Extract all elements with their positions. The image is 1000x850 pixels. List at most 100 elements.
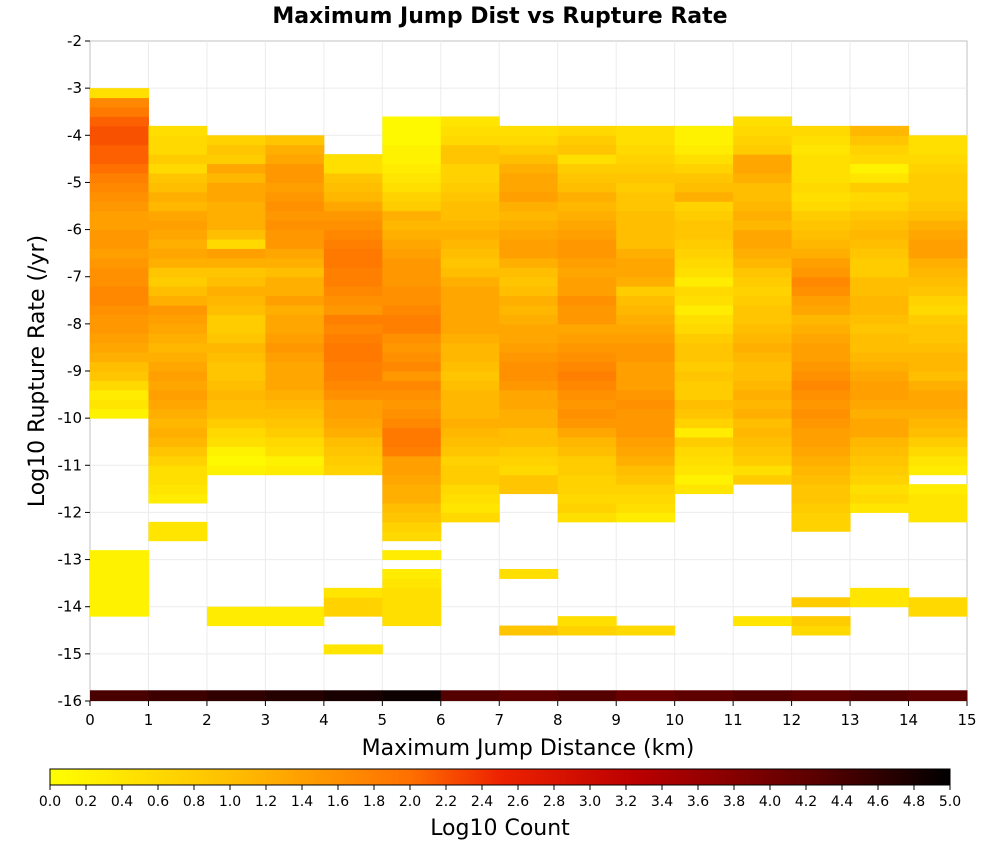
heatmap-cell	[733, 220, 793, 231]
heatmap-cell	[440, 342, 500, 353]
heatmap-cell	[323, 446, 383, 457]
heatmap-cell	[440, 295, 500, 306]
heatmap-cell	[557, 276, 617, 287]
heatmap-cell	[148, 276, 208, 287]
heatmap-cell	[323, 352, 383, 363]
heatmap-cell	[148, 257, 208, 268]
heatmap-cell	[557, 220, 617, 231]
heatmap-cell	[440, 323, 500, 334]
heatmap-cell	[616, 399, 676, 410]
heatmap-cell	[382, 465, 442, 476]
heatmap-cell	[557, 267, 617, 278]
heatmap-cell	[440, 305, 500, 315]
heatmap-cell	[791, 690, 851, 701]
heatmap-cell	[265, 229, 325, 240]
heatmap-cell	[206, 305, 266, 315]
heatmap-cell	[733, 474, 793, 485]
heatmap-cell	[206, 248, 266, 259]
heatmap-cell	[791, 276, 851, 287]
heatmap-cell	[557, 323, 617, 334]
heatmap-cell	[148, 474, 208, 485]
heatmap-cell	[733, 446, 793, 457]
colorbar-tick-label: 1.2	[255, 794, 277, 810]
heatmap-cell	[265, 276, 325, 287]
heatmap-cell	[733, 135, 793, 146]
heatmap-cell	[616, 361, 676, 372]
heatmap-cell	[557, 503, 617, 513]
heatmap-cell	[674, 690, 734, 701]
heatmap-cell	[616, 314, 676, 325]
heatmap-cell	[616, 352, 676, 363]
heatmap-cell	[791, 474, 851, 485]
heatmap-cell	[850, 493, 910, 504]
heatmap-cell	[791, 361, 851, 372]
heatmap-cell	[733, 418, 793, 429]
heatmap-cell	[557, 484, 617, 495]
heatmap-cell	[206, 239, 266, 249]
heatmap-cell	[499, 182, 559, 193]
x-tick-label: 3	[261, 711, 271, 729]
y-tick-label: -15	[58, 645, 83, 663]
heatmap-cell	[499, 342, 559, 353]
heatmap-cell	[440, 380, 500, 391]
heatmap-cell	[733, 116, 793, 127]
heatmap-cell	[616, 201, 676, 212]
heatmap-cell	[382, 239, 442, 249]
heatmap-cell	[791, 286, 851, 297]
heatmap-cell	[499, 154, 559, 165]
heatmap-cell	[557, 418, 617, 429]
y-tick-label: -3	[67, 79, 82, 97]
heatmap-cell	[791, 512, 851, 523]
heatmap-cell	[382, 342, 442, 353]
heatmap-cell	[499, 201, 559, 212]
heatmap-cell	[90, 135, 149, 146]
heatmap-cell	[908, 144, 968, 155]
heatmap-cell	[265, 437, 325, 447]
heatmap-cell	[908, 239, 968, 249]
heatmap-cell	[148, 690, 208, 701]
heatmap-cell	[908, 257, 968, 268]
heatmap-cell	[908, 361, 968, 372]
heatmap-cell	[382, 163, 442, 174]
heatmap-cell	[791, 408, 851, 419]
heatmap-cell	[791, 371, 851, 381]
heatmap-cell	[148, 229, 208, 240]
heatmap-cell	[90, 597, 149, 608]
x-tick-label: 5	[378, 711, 388, 729]
heatmap-cell	[908, 342, 968, 353]
heatmap-cell	[265, 446, 325, 457]
heatmap-cell	[265, 361, 325, 372]
heatmap-cell	[674, 229, 734, 240]
heatmap-cell	[557, 201, 617, 212]
heatmap-cell	[499, 465, 559, 476]
heatmap-cell	[323, 437, 383, 447]
heatmap-cell	[674, 154, 734, 165]
heatmap-cell	[499, 229, 559, 240]
heatmap-cell	[850, 371, 910, 381]
heatmap-cell	[616, 446, 676, 457]
heatmap-cell	[908, 286, 968, 297]
heatmap-cell	[206, 154, 266, 165]
heatmap-cell	[265, 314, 325, 325]
heatmap-cell	[850, 135, 910, 146]
heatmap-cell	[382, 295, 442, 306]
heatmap-cell	[90, 305, 149, 315]
heatmap-cell	[850, 352, 910, 363]
heatmap-cell	[791, 125, 851, 136]
heatmap-cell	[206, 342, 266, 353]
heatmap-cell	[440, 191, 500, 202]
heatmap-cell	[382, 116, 442, 127]
heatmap-cell	[148, 323, 208, 334]
heatmap-cell	[616, 191, 676, 202]
heatmap-cell	[791, 135, 851, 146]
heatmap-cell	[323, 154, 383, 165]
heatmap-cell	[674, 286, 734, 297]
heatmap-cell	[382, 380, 442, 391]
colorbar-tick-label: 1.6	[327, 794, 349, 810]
heatmap-cell	[323, 305, 383, 315]
heatmap-cell	[616, 305, 676, 315]
heatmap-cell	[440, 314, 500, 325]
heatmap-cell	[90, 342, 149, 353]
heatmap-cell	[850, 210, 910, 221]
